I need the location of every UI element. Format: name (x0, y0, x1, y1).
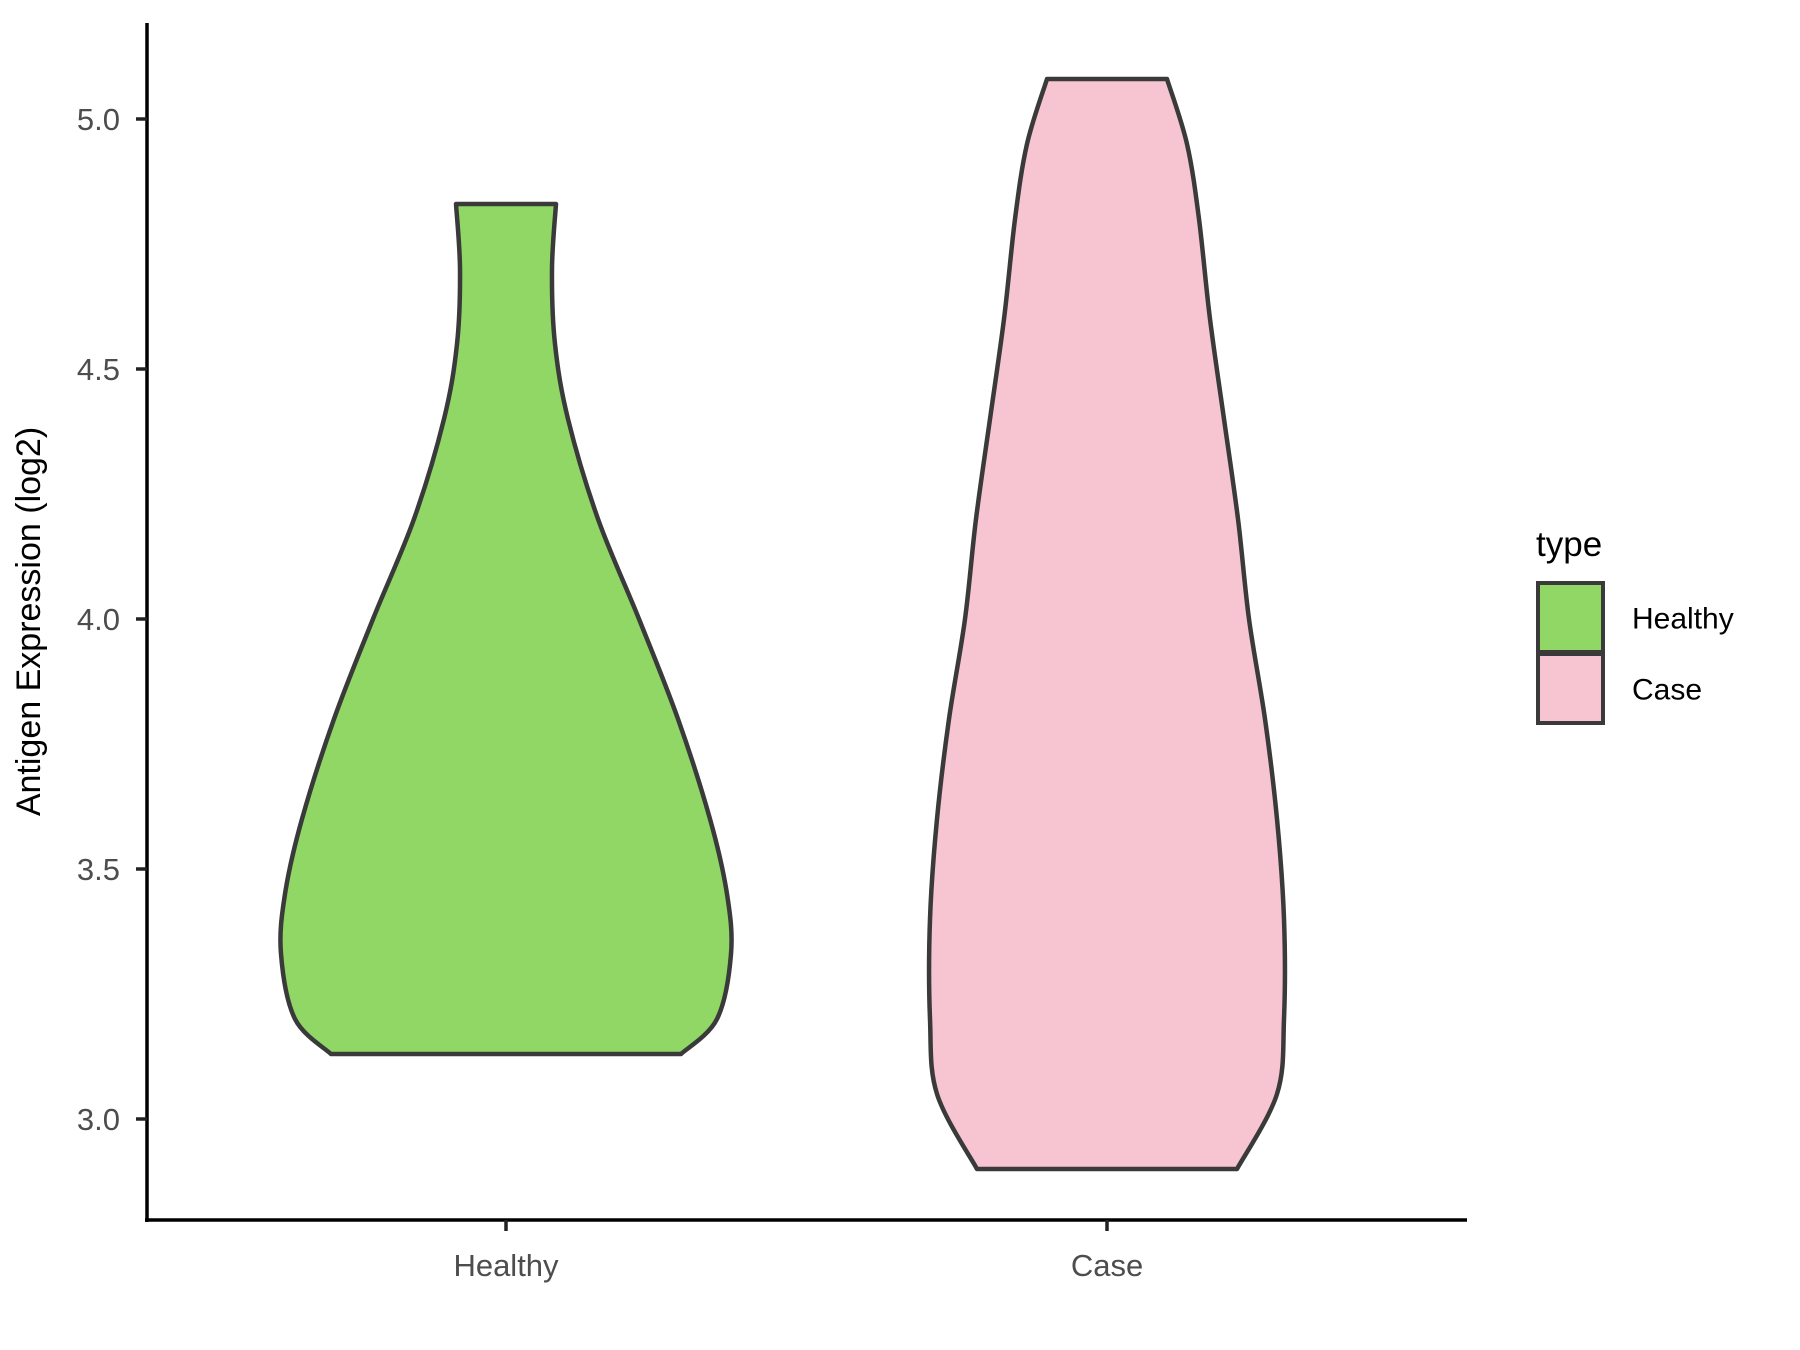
legend-items: Healthy Case (1536, 581, 1734, 725)
y-axis-title: Antigen Expression (log2) (10, 427, 48, 816)
violin-healthy (278, 201, 734, 1057)
x-tick-label: Healthy (453, 1248, 559, 1283)
legend: type Healthy Case (1536, 525, 1734, 725)
x-tick-label: Case (1071, 1248, 1143, 1283)
y-tick-label: 3.0 (77, 1102, 120, 1137)
violin-layer (278, 76, 1288, 1172)
y-tick-label: 4.0 (77, 602, 120, 637)
y-tick-label: 4.5 (77, 352, 120, 387)
legend-key-healthy (1536, 581, 1605, 654)
legend-label-case: Case (1632, 674, 1702, 707)
y-tick-label: 5.0 (77, 102, 120, 137)
violin-case (926, 76, 1288, 1172)
legend-label-healthy: Healthy (1632, 603, 1734, 636)
axis-ticks: 5.0 4.5 4.0 3.5 3.0 Healthy Case (77, 102, 1143, 1283)
y-tick-label: 3.5 (77, 852, 120, 887)
legend-key-case (1536, 652, 1605, 725)
axis-lines (145, 23, 1467, 1222)
legend-title: type (1536, 525, 1602, 564)
